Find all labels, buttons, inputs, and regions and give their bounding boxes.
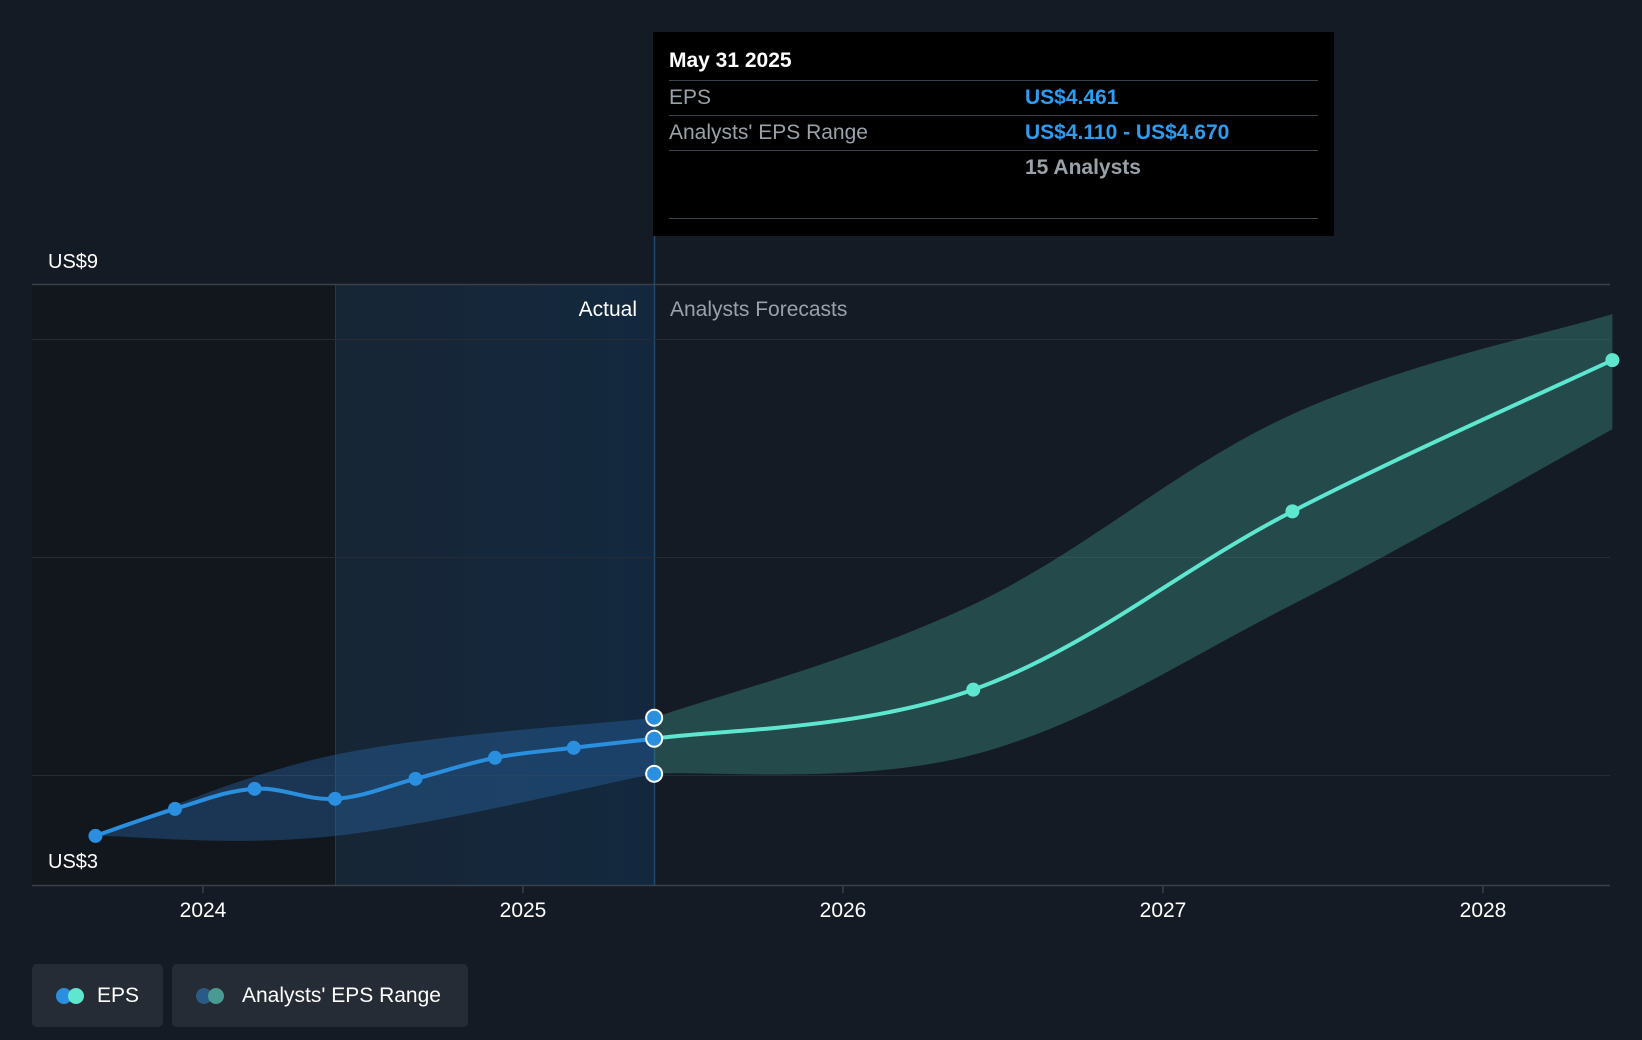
hover-marker-eps [645, 729, 664, 748]
hover-tooltip: May 31 2025 EPS US$4.461 Analysts' EPS R… [653, 32, 1334, 236]
tooltip-divider [669, 218, 1318, 219]
tooltip-eps-label: EPS [669, 86, 712, 109]
legend-dot-forecast [68, 987, 84, 1004]
tooltip-row-range: Analysts' EPS Range US$4.110 - US$4.670 [669, 116, 1318, 151]
forecast-section-label: Analysts Forecasts [670, 298, 847, 321]
x-tick-label-2024: 2024 [180, 899, 227, 922]
eps-range-band-forecast [654, 314, 1613, 775]
legend-eps[interactable]: EPS [32, 964, 163, 1027]
series-0-point-4 [408, 771, 423, 786]
series-0-point-5 [488, 750, 503, 765]
series-1-point-3 [1605, 353, 1620, 368]
tooltip-analysts-spacer [669, 151, 1025, 185]
y-axis-max-label: US$9 [48, 251, 98, 273]
series-0-point-1 [168, 801, 183, 816]
legend-dot-range-forecast [208, 987, 224, 1004]
series-0-point-3 [328, 791, 343, 806]
tooltip-eps-value: US$4.461 [1025, 86, 1119, 109]
range-legend-icon [196, 987, 226, 1004]
x-axis-ticks: 2024 2025 2026 2027 2028 [180, 885, 1507, 922]
tooltip-range-value: US$4.110 - US$4.670 [1025, 121, 1230, 144]
hover-marker-range-high [645, 708, 664, 727]
series-0-point-6 [566, 740, 581, 755]
tooltip-range-label: Analysts' EPS Range [669, 121, 868, 144]
series-0-point-2 [247, 781, 262, 796]
x-tick-label-2028: 2028 [1460, 899, 1507, 922]
tooltip-analysts-count: 15 Analysts [1025, 156, 1141, 179]
eps-legend-icon [56, 987, 84, 1004]
actual-section-label: Actual [579, 298, 637, 321]
legend-eps-range[interactable]: Analysts' EPS Range [172, 964, 468, 1027]
legend-eps-label: EPS [96, 983, 139, 1007]
tooltip-date: May 31 2025 [669, 46, 1318, 81]
tooltip-row-eps: EPS US$4.461 [669, 81, 1318, 116]
series-points-layer [88, 353, 1620, 843]
legend-range-label: Analysts' EPS Range [242, 983, 441, 1007]
tooltip-row-analysts: 15 Analysts [669, 151, 1318, 185]
series-line-1 [652, 358, 1615, 741]
series-0-point-0 [88, 828, 103, 843]
x-tick-label-2026: 2026 [820, 899, 867, 922]
series-1-point-1 [966, 682, 981, 697]
x-tick-label-2025: 2025 [500, 899, 547, 922]
x-tick-label-2027: 2027 [1140, 899, 1187, 922]
range-band-layer [95, 314, 1613, 841]
eps-range-band-actual [95, 717, 655, 841]
hover-marker-range-low [645, 764, 664, 783]
past-shade [32, 284, 335, 885]
y-axis-min-label: US$3 [48, 851, 98, 873]
series-1-point-2 [1285, 504, 1300, 519]
